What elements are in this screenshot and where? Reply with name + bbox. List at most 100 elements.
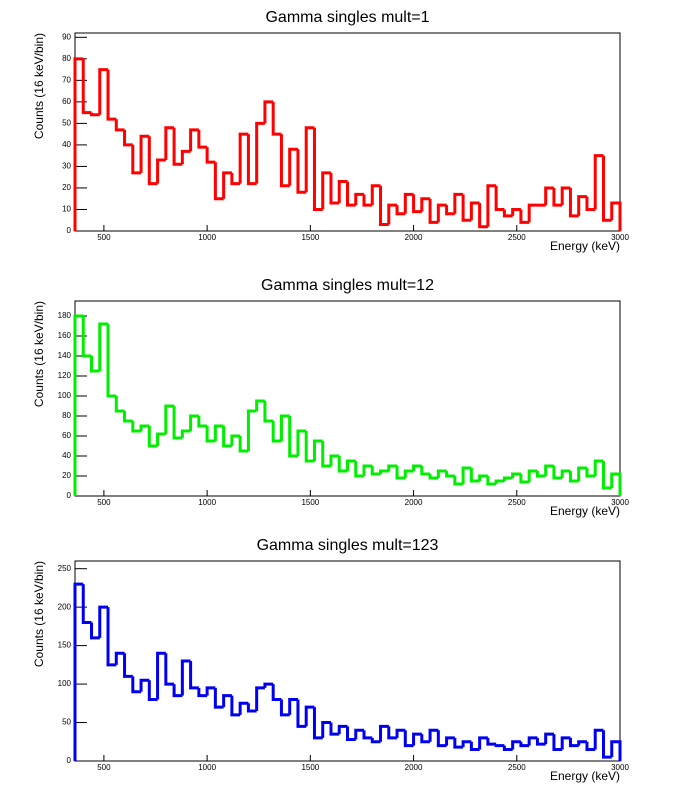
histogram-bin (428, 474, 439, 480)
histogram-bin (312, 127, 323, 211)
y-tick-label: 40 (62, 451, 71, 460)
y-tick-label: 90 (62, 32, 71, 41)
histogram-bin (255, 686, 265, 711)
y-tick-label: 200 (58, 602, 72, 611)
y-tick-label: 40 (62, 140, 71, 149)
histogram-bin (123, 653, 133, 678)
histogram-bin (346, 181, 356, 207)
histogram-bin (552, 187, 563, 207)
histogram-bin (288, 147, 298, 186)
histogram-bin (222, 171, 232, 199)
y-tick-label: 150 (58, 641, 72, 650)
histogram-bin (577, 740, 587, 746)
histogram-bin (304, 705, 315, 727)
histogram-bin (230, 695, 241, 717)
histogram-bin (445, 205, 455, 216)
histogram-bin (81, 58, 92, 115)
histogram-bin (329, 172, 340, 205)
histogram-bin (527, 736, 538, 746)
histogram-bin (568, 187, 579, 218)
y-tick-label: 20 (62, 471, 71, 480)
histogram-bin (296, 429, 307, 456)
histogram-bin (73, 314, 84, 496)
histogram-bin (296, 699, 307, 728)
histogram-bin (131, 676, 142, 694)
histogram-bin (519, 474, 530, 484)
histogram-bin (81, 316, 92, 358)
histogram-bin (98, 322, 109, 371)
histogram-bin (180, 659, 191, 696)
histogram-bin (337, 456, 348, 473)
histogram-bin (593, 728, 604, 750)
y-axis-label: Counts (16 keV/bin) (32, 561, 46, 667)
y-tick-label: 80 (62, 411, 71, 420)
x-tick-label: 3000 (611, 233, 629, 242)
histogram-bin (131, 421, 142, 433)
y-tick-label: 0 (67, 756, 72, 765)
histogram-bin (502, 209, 513, 218)
histogram-bin (560, 736, 571, 750)
chart-title: Gamma singles mult=12 (261, 277, 434, 294)
histogram-bin (436, 203, 447, 223)
histogram-bin (610, 472, 622, 496)
histogram-bin (321, 441, 331, 468)
histogram-bin (461, 740, 472, 748)
histogram-bin (461, 466, 472, 484)
histogram-bin (420, 734, 431, 744)
y-tick-label: 120 (58, 371, 72, 380)
histogram-bin (172, 684, 183, 698)
histogram-bin (486, 476, 497, 486)
x-tick-label: 1500 (301, 763, 319, 772)
histogram-bin (73, 57, 84, 231)
histogram-bin (370, 184, 381, 206)
x-axis-label: Energy (keV) (550, 239, 620, 253)
histogram-bin (453, 737, 464, 749)
x-tick-label: 2500 (508, 763, 526, 772)
histogram-bin (544, 732, 554, 745)
histogram-bin (81, 584, 92, 625)
y-tick-label: 60 (62, 431, 71, 440)
histogram-bin (90, 112, 100, 117)
histogram-bin (601, 461, 612, 490)
histogram-bin (346, 459, 356, 471)
histogram-bin (370, 737, 381, 744)
histogram-bin (552, 734, 563, 751)
histogram-bin (246, 409, 257, 451)
x-axis-label: Energy (keV) (550, 769, 620, 783)
histogram-bin (502, 745, 513, 751)
histogram-bin (106, 607, 117, 667)
histogram-bin (172, 406, 183, 440)
histogram-bin (263, 401, 274, 423)
histogram-bin (304, 126, 315, 193)
x-tick-label: 2000 (405, 233, 423, 242)
x-tick-label: 2500 (508, 233, 526, 242)
histogram-bin (114, 396, 125, 413)
histogram-bin (395, 466, 406, 480)
x-tick-label: 1500 (301, 498, 319, 507)
histogram-bin (362, 464, 373, 476)
histogram-bin (379, 724, 389, 742)
histogram-bin (238, 132, 249, 184)
histogram-bin (123, 129, 133, 147)
x-tick-label: 1000 (198, 498, 216, 507)
histogram-bin (321, 721, 331, 738)
histogram-bin (593, 459, 604, 476)
histogram-bin (222, 694, 232, 708)
histogram-bin (271, 684, 282, 701)
histogram-bin (387, 203, 398, 225)
histogram-bin (255, 121, 265, 184)
histogram-bin (346, 726, 356, 741)
histogram-bin (511, 207, 521, 216)
y-tick-label: 60 (62, 97, 71, 106)
histogram-bin (172, 127, 183, 166)
histogram-bin (139, 678, 150, 692)
histogram-bin (403, 469, 414, 478)
histogram-bin (189, 128, 199, 152)
histogram-bin (601, 155, 612, 222)
x-axis-label: Energy (keV) (550, 504, 620, 518)
histogram-bin (469, 201, 480, 221)
histogram-bin (453, 192, 464, 214)
x-tick-label: 3000 (611, 763, 629, 772)
histogram-bin (601, 730, 612, 759)
histogram-bin (230, 172, 241, 186)
